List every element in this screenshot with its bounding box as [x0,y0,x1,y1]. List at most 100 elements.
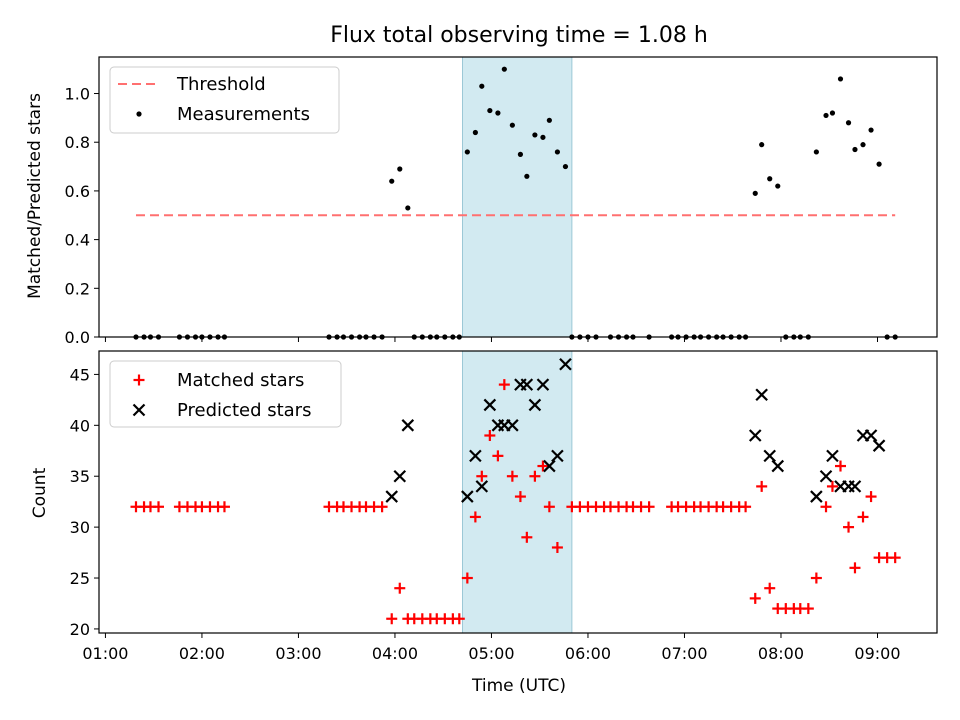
matched-star-point [153,501,165,513]
bottom-y-tick-label: 35 [70,467,90,486]
matched-star-point [498,379,510,391]
bottom-panel: 20 25 30 35 40 45 01:00 02:00 03:00 04:00 05:00 06:… [70,350,938,663]
measurements-legend-marker [136,111,142,117]
x-tick-label: 01:00 [82,644,128,663]
measurement-point [868,127,874,133]
top-y-axis-label: Matched/Predicted stars [25,93,45,299]
matched-star-point [802,603,814,615]
matched-legend-label: Matched stars [177,370,304,391]
top-y-tick-label: 0.4 [65,231,90,250]
predicted-star-point [475,480,489,493]
measurement-point [876,161,882,167]
measurement-point [546,117,552,123]
predicted-star-point [810,490,823,503]
matched-star-point [820,501,832,513]
matched-star-point [764,582,776,594]
predicted-star-point [536,378,550,391]
predicted-star-point [506,419,519,432]
measurement-point [524,173,530,179]
bottom-y-tick-label: 30 [70,518,90,537]
top-legend: Threshold Measurements [109,66,340,134]
x-tick-label: 07:00 [661,644,707,663]
bottom-y-tick-label: 20 [70,620,90,639]
measurement-point [752,190,758,196]
matched-star-point [889,552,901,564]
matched-star-point [834,460,846,472]
matched-star-point [492,450,504,462]
predicted-legend-marker [132,403,146,417]
measurement-point [852,146,858,153]
predicted-star-point [528,398,542,412]
measurement-point [479,83,485,89]
matched-star-point [849,562,861,574]
measurement-point [495,110,501,116]
threshold-legend-label: Threshold [176,74,266,95]
predicted-star-point [551,449,564,463]
measurement-point [823,112,829,119]
predicted-star-point [848,480,862,493]
predicted-star-point [763,449,776,463]
measurement-point [837,76,844,82]
measurement-point [759,142,765,148]
matched-star-point [529,470,541,482]
x-tick-label: 09:00 [854,644,900,663]
matched-star-point [484,429,496,441]
measurement-point [562,163,569,170]
x-tick-label: 05:00 [468,644,514,663]
predicted-star-point [755,388,768,402]
measurement-point [509,122,515,128]
measurement-point [532,132,538,138]
bottom-y-tick-label: 45 [70,365,90,384]
predicted-star-point [483,398,497,412]
predicted-star-point [559,357,572,371]
top-y-tick-label: 0.8 [65,133,90,152]
predicted-star-point [461,490,474,503]
measurement-point [540,134,546,140]
bottom-y-axis-label: Count [30,467,50,518]
predicted-star-point [748,429,762,442]
matched-star-point [543,501,555,513]
predicted-star-point [819,469,833,483]
measurements-legend-label: Measurements [177,104,310,125]
matched-star-point [551,541,563,553]
matched-star-point [476,470,488,482]
x-tick-label: 08:00 [758,644,804,663]
matched-star-point [756,480,768,492]
bottom-legend-box [109,360,342,428]
top-y-tick-label: 0.0 [65,328,90,347]
matched-star-point [857,511,869,523]
measurement-point [405,205,411,211]
matched-star-point [376,501,388,513]
predicted-star-point [401,419,415,432]
matched-legend-marker [133,374,145,386]
predicted-star-point [469,449,482,463]
chart-title: Flux total observing time = 1.08 h [330,23,708,48]
matched-star-point [453,613,465,625]
matched-star-point [506,470,518,482]
predicted-star-point [543,459,556,473]
x-axis-label: Time (UTC) [471,676,566,696]
bottom-highlight-span [462,350,573,634]
measurement-point [554,149,561,155]
top-highlight-span [462,56,573,338]
top-y-tick-label: 0.2 [65,279,90,298]
predicted-star-point [864,429,878,442]
matched-star-point [749,592,761,604]
measurement-point [472,129,478,136]
matched-star-point [810,572,822,584]
predicted-star-point [385,490,399,503]
top-axes-frame [98,56,938,338]
matched-star-point [740,501,752,513]
top-panel: 0.0 0.2 0.4 0.6 0.8 1.0 Threshold Measurements [65,56,938,347]
matched-star-point [521,531,533,543]
measurement-point [397,166,403,172]
bottom-y-tick-label: 25 [70,569,90,588]
measurement-point [464,149,470,155]
predicted-star-point [771,459,785,473]
predicted-star-point [826,449,839,463]
matched-star-point [469,511,481,523]
x-tick-label: 04:00 [372,644,418,663]
top-y-tick-label: 1.0 [65,85,90,104]
matched-star-point [643,501,655,513]
